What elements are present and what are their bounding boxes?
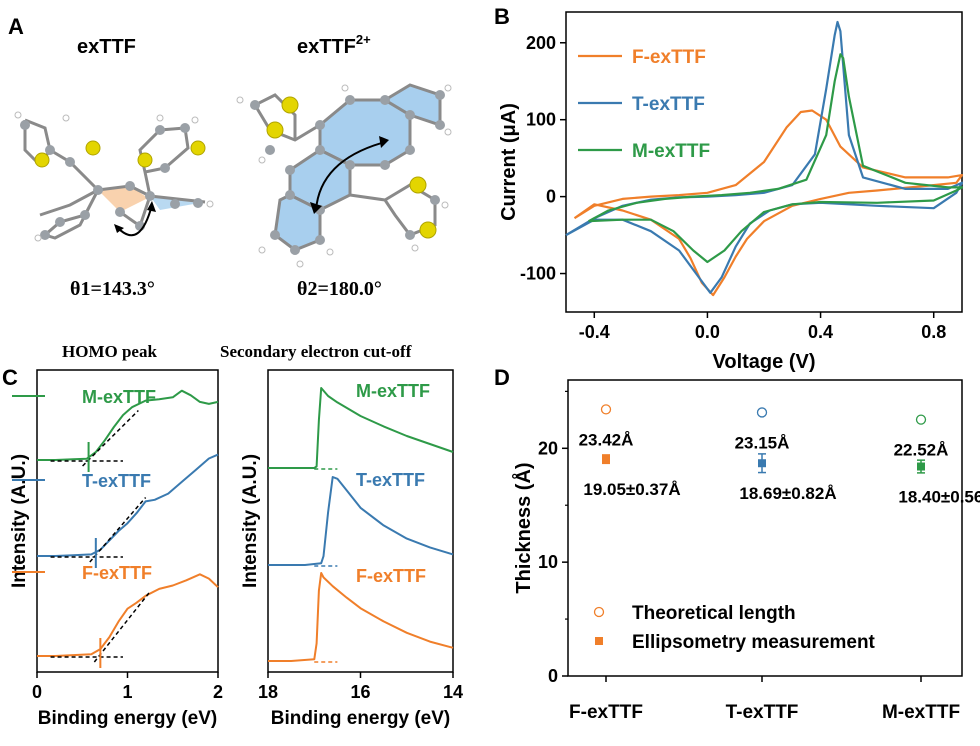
thickness-y-tick-label: 20 [538,438,558,458]
cutoff-x-axis-label: Binding energy (eV) [271,708,450,729]
legend-theoretical-label: Theoretical length [632,603,796,624]
cutoff-series-M-line [268,387,454,469]
homo-edge-fit [89,497,147,563]
cv-y-tick-label: 0 [546,187,556,207]
molecule-2-angle: θ2=180.0° [297,278,382,300]
molecule-1-title: exTTF [77,36,136,58]
thickness-y-tick-label: 10 [538,552,558,572]
molecule-2-title-base: exTTF [297,36,356,58]
cutoff-series-label: T-exTTF [356,470,425,490]
cv-x-axis-label: Voltage (V) [713,351,816,373]
cv-plot-frame [565,11,963,313]
thickness-category-label: T-exTTF [726,702,799,723]
ellipsometry-label: 18.69±0.82Å [739,484,836,503]
panel-b-letter: B [494,4,510,29]
panel-d: D 0 10 20 F-exTTF T-exTTF M-exTTF Thickness (Å… [494,365,980,723]
homo-x-axis-label: Binding energy (eV) [38,708,217,729]
cv-x-tick-label: 0.8 [921,322,946,342]
cv-series-M-line [588,53,964,264]
thickness-category-label: F-exTTF [569,702,643,723]
homo-series-label: F-exTTF [82,563,152,583]
cv-legend-label: F-exTTF [632,47,706,68]
cv-x-tick-label: -0.4 [579,322,610,342]
panel-a-letter: A [8,14,24,39]
homo-series-F-line [37,573,219,657]
ellipsometry-label: 18.40±0.56Å [898,488,980,507]
cutoff-x-tick-label: 16 [350,682,370,702]
cv-chart: -0.4 0.0 0.4 0.8 -100 0 100 200 Voltage (V) Curre… [498,11,964,373]
cutoff-y-axis-label: Intensity (A.U.) [240,454,261,588]
ellipsometry-label: 19.05±0.37Å [583,480,680,499]
cutoff-x-tick-label: 18 [258,682,278,702]
cv-x-tick-label: 0.4 [808,322,833,342]
panel-a: A exTTF exTTF2+ [8,14,452,300]
molecule-2-structure-image [236,83,452,268]
molecule-2-title-sup: 2+ [356,32,371,47]
thickness-category-label: M-exTTF [882,702,960,723]
legend-ellipsometry-marker [595,637,603,645]
cv-y-axis-label: Current (μA) [498,103,520,221]
homo-series-label: T-exTTF [82,471,151,491]
cv-series-T-line [565,20,964,294]
homo-peak-title: HOMO peak [62,342,157,361]
cv-legend-label: M-exTTF [632,141,710,162]
homo-x-tick-label: 2 [213,682,223,702]
ellipsometry-point [917,462,925,471]
theoretical-length-label: 23.15Å [735,433,790,452]
homo-edge-fit [82,409,139,467]
thickness-chart: 0 10 20 F-exTTF T-exTTF M-exTTF Thickness (Å) 2… [511,379,980,723]
cutoff-x-tick-label: 14 [443,682,463,702]
cutoff-series-label: M-exTTF [356,381,430,401]
theoretical-length-label: 23.42Å [579,430,634,449]
cutoff-series-label: F-exTTF [356,566,426,586]
homo-series-label: M-exTTF [82,387,156,407]
cutoff-series-T-line [268,476,454,566]
panel-c: C HOMO peak Secondary electron cut-off 0… [2,342,463,729]
thickness-plot-frame [567,379,963,677]
cv-y-tick-label: -100 [520,264,556,284]
panel-d-letter: D [494,365,510,390]
legend-theoretical-marker [593,606,605,618]
homo-series-M-line [37,389,219,461]
homo-edge-fit [93,591,151,663]
homo-x-tick-label: 0 [32,682,42,702]
cutoff-chart: 18 16 14 Binding energy (eV) Intensity (A.U.… [240,369,463,729]
theoretical-length-point [756,407,768,418]
molecule-2-title: exTTF2+ [297,32,371,58]
molecule-1-angle: θ1=143.3° [70,278,155,300]
panel-b: B -0.4 0.0 0.4 0.8 -100 0 100 200 Voltage (V) Cur… [494,4,964,373]
homo-peak-chart: 0 1 2 Binding energy (eV) Intensity (A.U.) M-… [9,369,223,729]
theoretical-length-point [915,414,927,425]
theoretical-length-label: 22.52Å [894,441,949,460]
ellipsometry-point [758,459,766,468]
cutoff-series-F-line [268,572,454,662]
theoretical-length-point [600,404,612,415]
panel-c-letter: C [2,365,18,390]
cv-y-tick-label: 100 [526,110,556,130]
cv-legend-label: T-exTTF [632,94,705,115]
legend-ellipsometry-label: Ellipsometry measurement [632,632,876,653]
homo-y-axis-label: Intensity (A.U.) [9,454,30,588]
cv-x-tick-label: 0.0 [695,322,720,342]
homo-series-T-line [37,453,219,557]
homo-plot-frame [36,369,219,673]
molecule-1-structure-image [14,111,214,242]
thickness-y-axis-label: Thickness (Å) [511,462,535,593]
thickness-y-tick-label: 0 [548,666,558,686]
cv-y-tick-label: 200 [526,33,556,53]
ellipsometry-point [602,455,610,464]
homo-x-tick-label: 1 [122,682,132,702]
cutoff-title: Secondary electron cut-off [220,342,412,361]
